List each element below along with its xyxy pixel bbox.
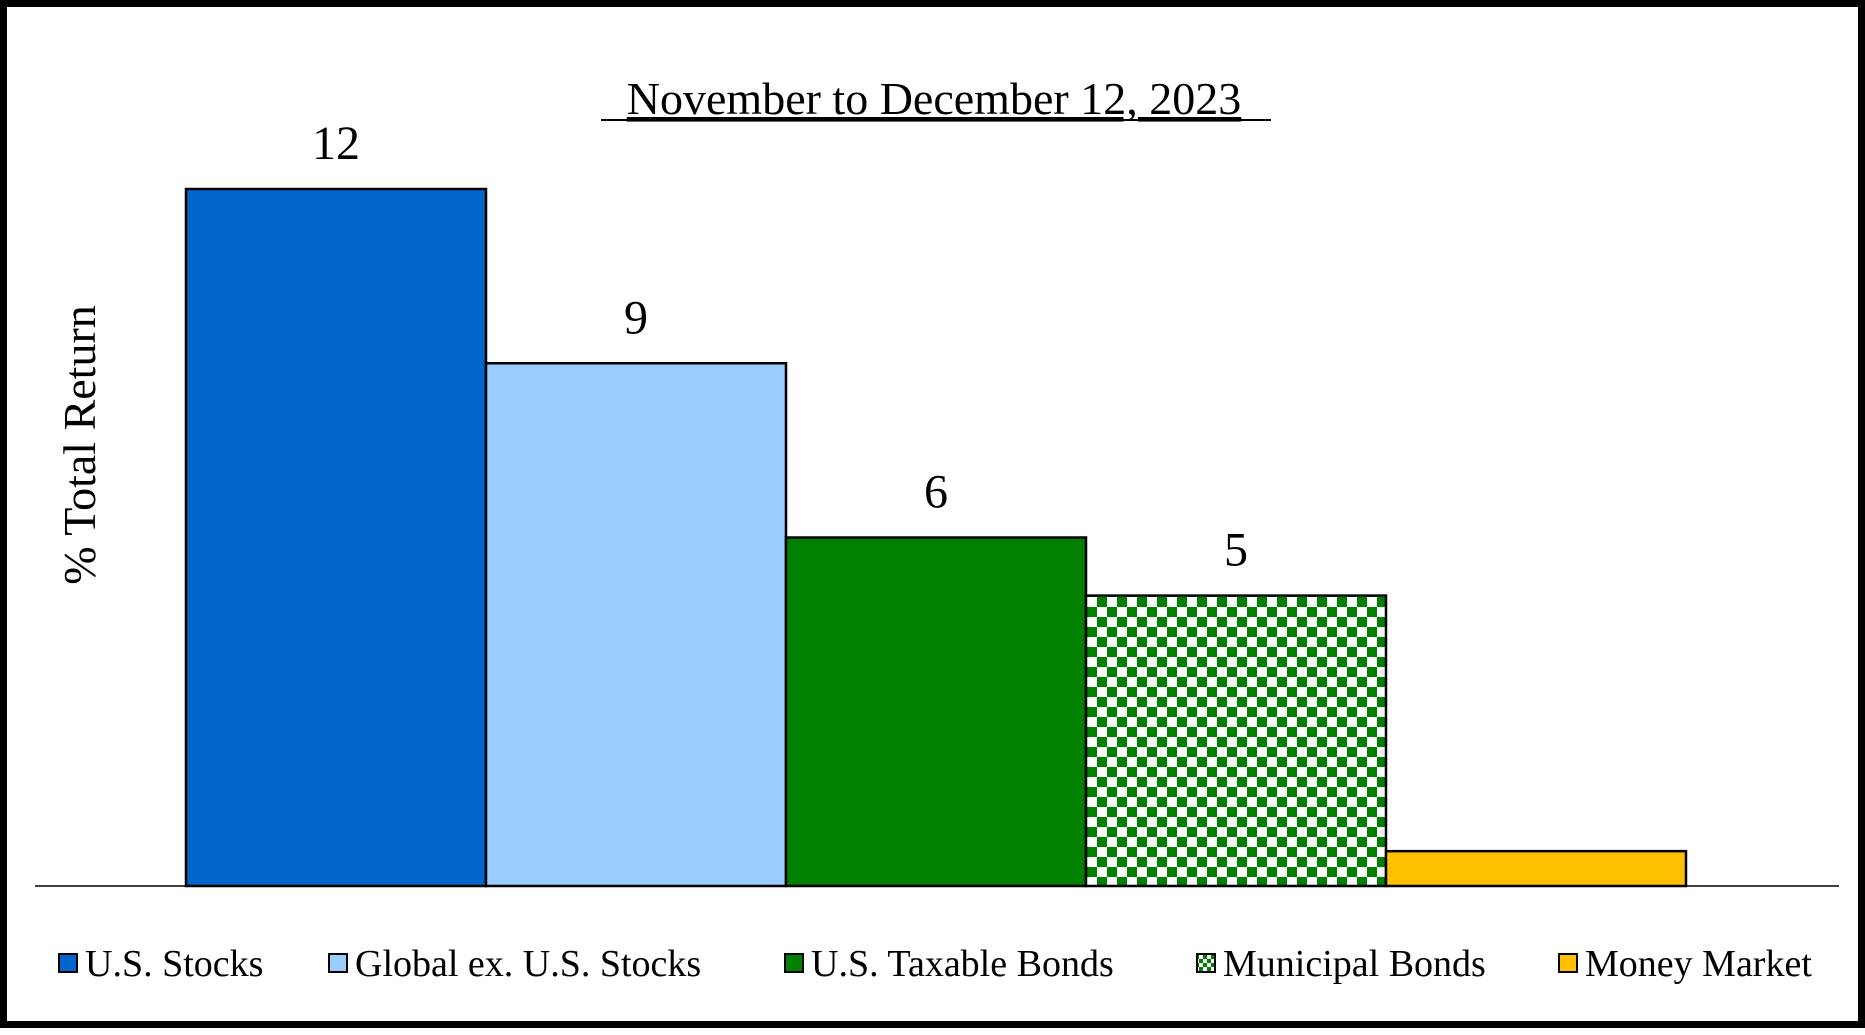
data-labels-group: 12 9 6 5 [312,117,1248,577]
bar-money-market [1384,849,1688,888]
data-label-municipal-bonds: 5 [1224,524,1248,577]
legend-swatch-global-ex-u-s-stocks [328,953,348,973]
legend-label-money-market: Money Market [1585,943,1812,985]
chart-title: November to December 12, 2023 [627,73,1241,124]
bar-u-s-stocks [184,187,488,888]
bar-municipal-bonds [1084,594,1388,888]
legend-label-u-s-stocks: U.S. Stocks [85,943,263,985]
bar-u-s-taxable-bonds [784,536,1088,888]
legend-label-u-s-taxable-bonds: U.S. Taxable Bonds [811,943,1114,985]
legend-item-u-s-stocks: U.S. Stocks [58,943,263,985]
bar-global-ex-u-s-stocks [484,362,788,888]
data-label-global-ex-u-s-stocks: 9 [624,291,648,344]
legend-item-global-ex-u-s-stocks: Global ex. U.S. Stocks [328,943,701,985]
legend-swatch-money-market [1558,953,1578,973]
data-label-u-s-taxable-bonds: 6 [924,466,948,519]
legend-item-municipal-bonds: Municipal Bonds [1196,943,1486,985]
legend-swatch-u-s-stocks [58,953,78,973]
legend-swatch-municipal-bonds [1196,953,1216,973]
bars-group [184,187,1688,888]
legend-item-money-market: Money Market [1558,943,1812,985]
legend-label-municipal-bonds: Municipal Bonds [1223,943,1486,985]
y-axis-label: % Total Return [54,305,105,585]
data-label-u-s-stocks: 12 [312,117,360,170]
legend-swatch-u-s-taxable-bonds [784,953,804,973]
bar-chart: November to December 12, 2023 % Total Re… [35,73,1839,985]
legend-item-u-s-taxable-bonds: U.S. Taxable Bonds [784,943,1114,985]
legend-label-global-ex-u-s-stocks: Global ex. U.S. Stocks [355,943,701,985]
legend: U.S. Stocks Global ex. U.S. Stocks U.S. Ta… [58,943,1812,985]
